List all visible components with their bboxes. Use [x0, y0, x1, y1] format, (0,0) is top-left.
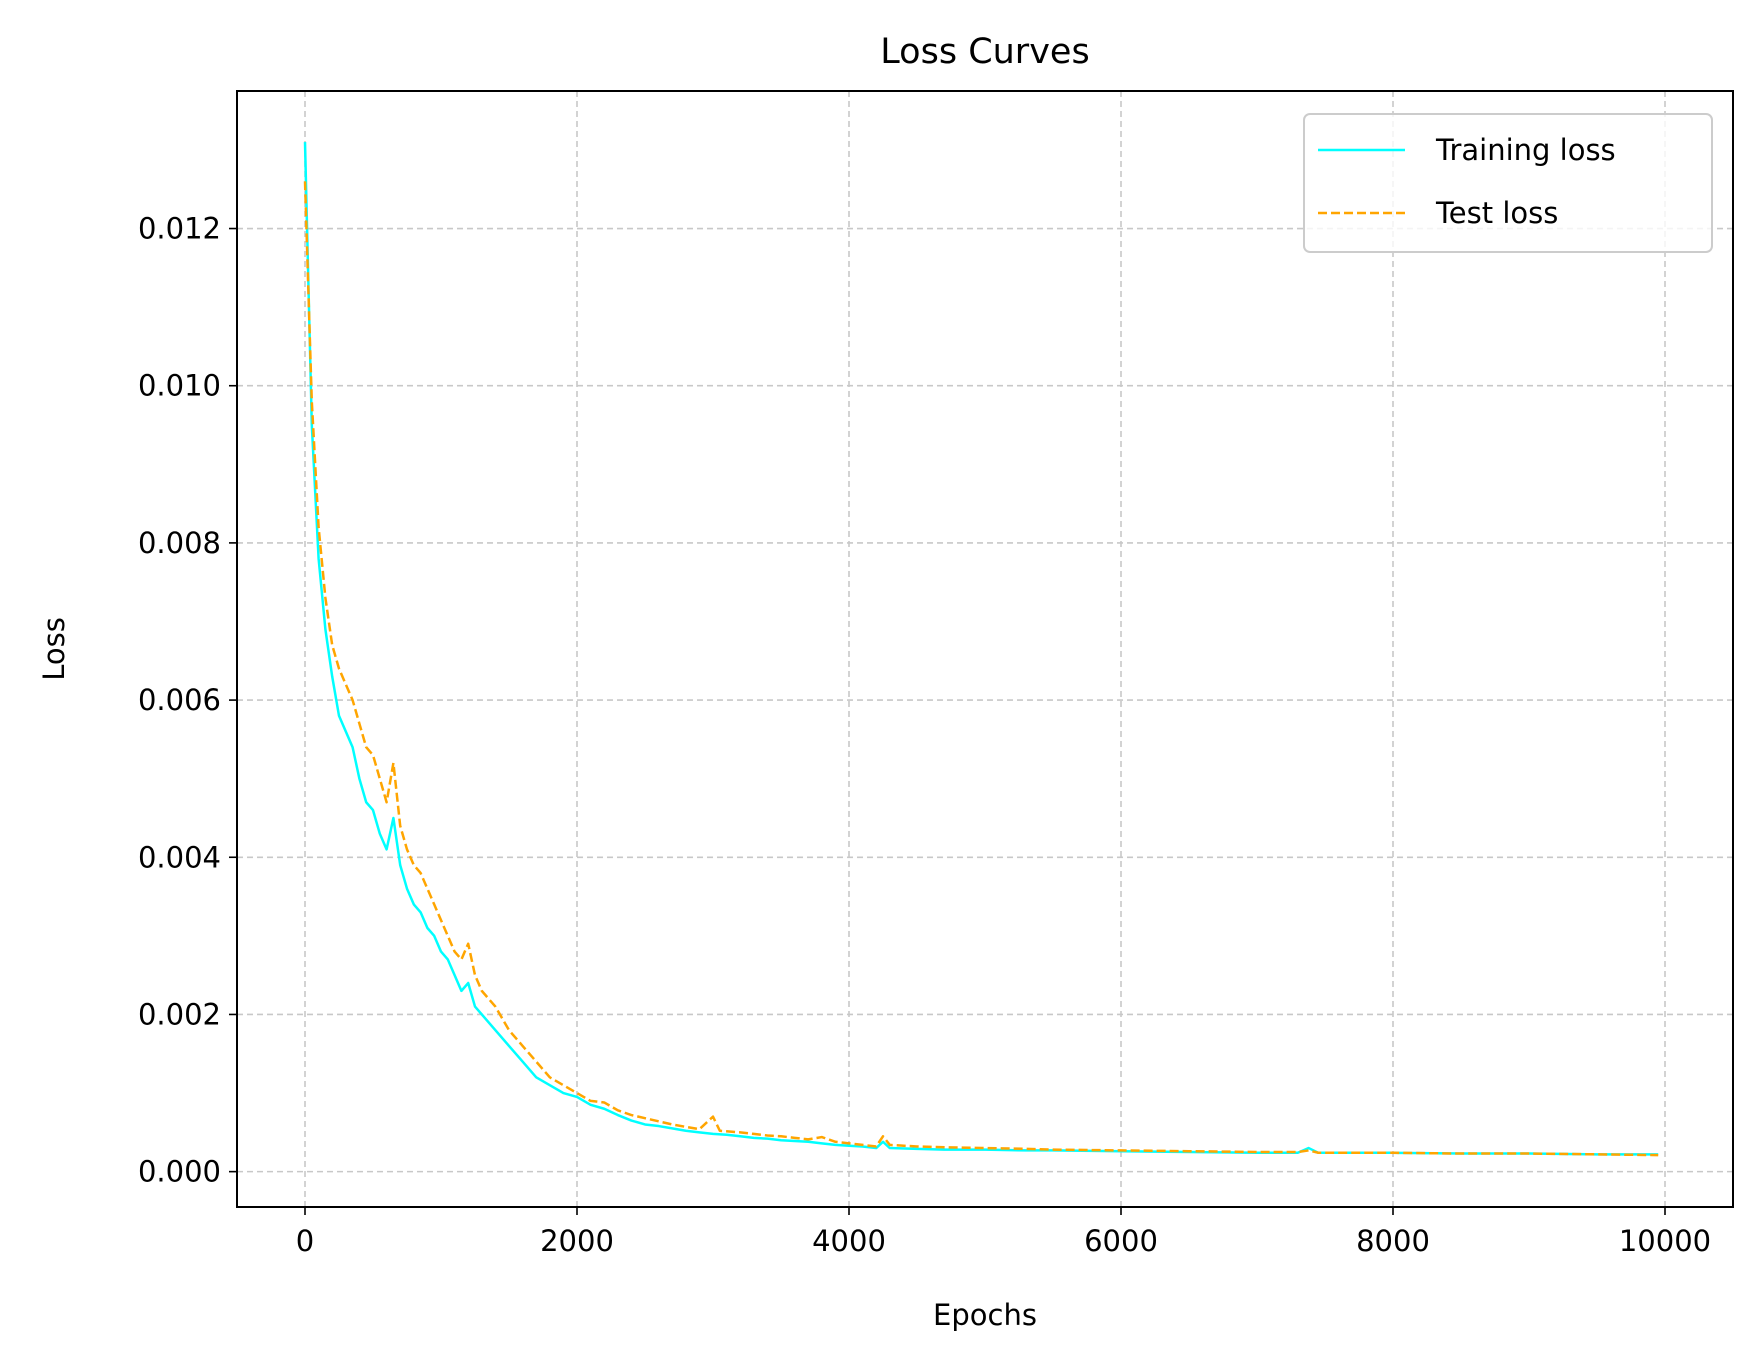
- legend-label-test-loss: Test loss: [1435, 196, 1558, 230]
- y-tick-label: 0.004: [138, 840, 221, 874]
- x-tick-label: 6000: [1084, 1224, 1158, 1258]
- chart-title: Loss Curves: [880, 32, 1089, 72]
- y-tick-label: 0.012: [138, 212, 221, 246]
- plot-frame: [236, 90, 1734, 1208]
- series-line-training-loss: [303, 142, 1659, 1156]
- x-axis-label: Epochs: [933, 1298, 1037, 1332]
- y-tick-label: 0.002: [138, 997, 221, 1031]
- y-tick-label: 0.000: [138, 1155, 221, 1189]
- y-tick-label: 0.006: [138, 683, 221, 717]
- legend: Training loss Test loss: [1303, 113, 1713, 253]
- x-tick-label: 4000: [812, 1224, 886, 1258]
- y-tick-label: 0.010: [138, 369, 221, 403]
- legend-label-training-loss: Training loss: [1435, 133, 1616, 167]
- y-tick-label: 0.008: [138, 526, 221, 560]
- grid: [237, 91, 1733, 1207]
- x-tick-label: 10000: [1619, 1224, 1711, 1258]
- series-lines: [303, 142, 1659, 1157]
- legend-box: [1303, 113, 1713, 253]
- x-tick-label: 0: [296, 1224, 314, 1258]
- y-axis-label: Loss: [37, 617, 71, 681]
- x-tick-label: 2000: [540, 1224, 614, 1258]
- x-axis-ticks: 0 2000 4000 6000 8000 10000: [296, 1207, 1711, 1258]
- series-line-test-loss: [303, 181, 1659, 1157]
- x-tick-label: 8000: [1356, 1224, 1430, 1258]
- y-axis-ticks: 0.000 0.002 0.004 0.006 0.008 0.010 0.012: [138, 212, 237, 1189]
